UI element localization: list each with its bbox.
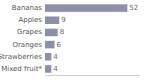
data-label: 6 bbox=[57, 41, 62, 49]
bar bbox=[45, 53, 51, 61]
category-label: Strawberries bbox=[0, 53, 42, 61]
data-label: 4 bbox=[53, 53, 58, 61]
category-label: Mixed fruit* bbox=[1, 65, 42, 73]
bars bbox=[45, 4, 127, 72]
data-label: 9 bbox=[61, 16, 65, 24]
bar bbox=[45, 41, 55, 49]
category-label: Grapes bbox=[17, 28, 42, 36]
bar bbox=[45, 29, 58, 37]
bar bbox=[45, 4, 127, 12]
data-label: 8 bbox=[60, 28, 64, 36]
x-axis-line bbox=[45, 75, 140, 76]
category-label: Oranges bbox=[12, 41, 42, 49]
bar bbox=[45, 16, 59, 24]
chart: Bananas 52 Apples 9 Grapes 8 Oranges 6 Strawberr… bbox=[0, 0, 150, 80]
category-label: Bananas bbox=[12, 4, 43, 12]
data-label: 52 bbox=[129, 4, 138, 12]
chart-container: Bananas 52 Apples 9 Grapes 8 Oranges 6 Strawberr… bbox=[0, 0, 150, 80]
category-label: Apples bbox=[18, 16, 42, 24]
bar bbox=[45, 65, 51, 73]
data-label: 4 bbox=[53, 65, 58, 73]
